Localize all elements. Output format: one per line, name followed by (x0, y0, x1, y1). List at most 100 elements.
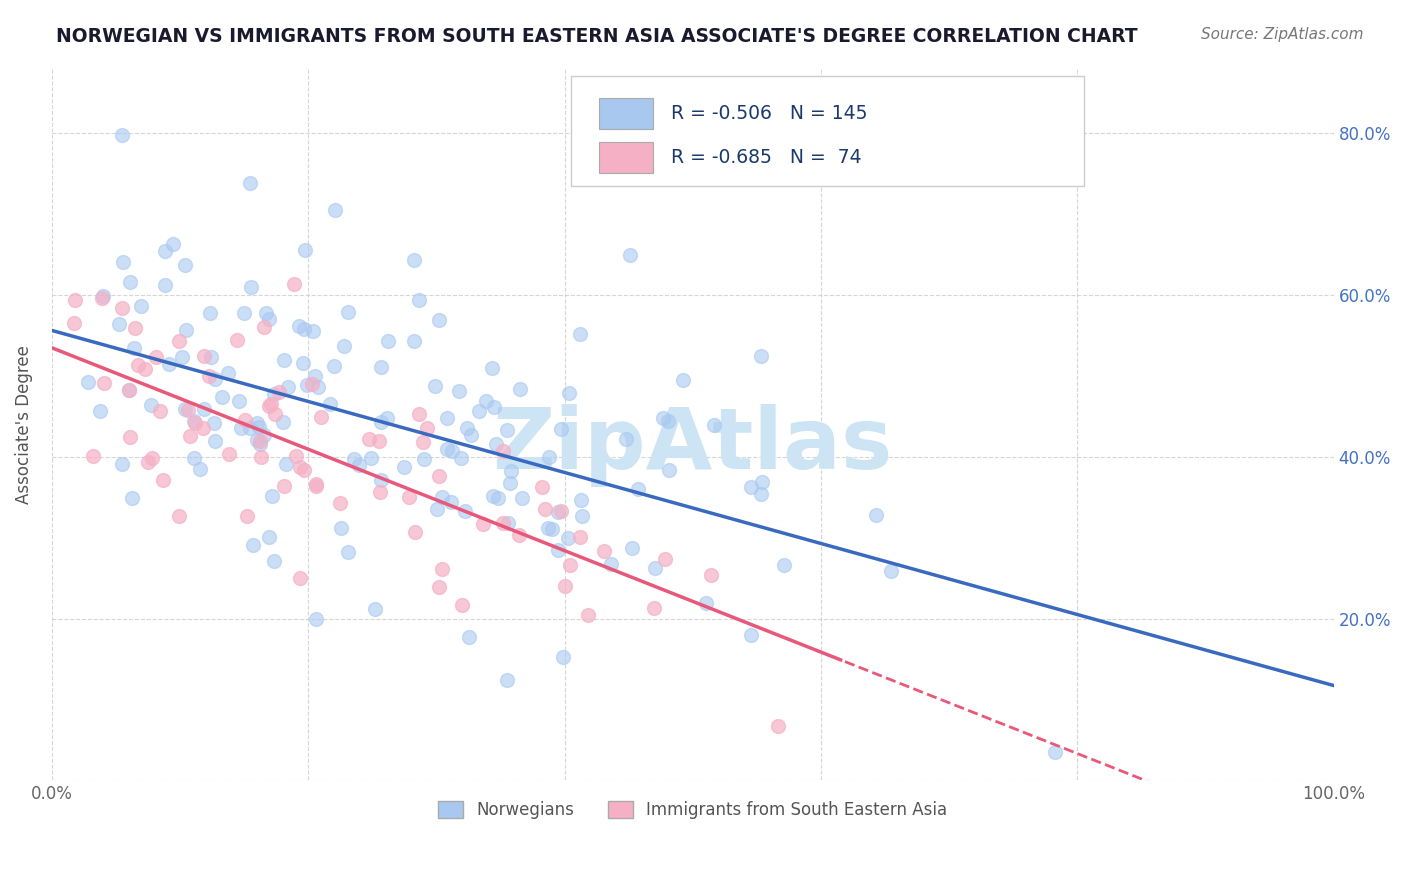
Point (260, 489, 283, 503)
Point (672, 373, 695, 387)
Point (141, 450, 163, 465)
Point (305, 612, 328, 626)
Point (191, 421, 214, 435)
Point (118, 383, 141, 397)
Point (118, 383, 141, 397)
Point (492, 516, 515, 530)
Point (283, 277, 305, 292)
Point (450, 450, 472, 465)
Point (402, 252, 425, 267)
Point (416, 421, 439, 435)
Point (287, 318, 309, 333)
Point (364, 602, 387, 616)
Point (225, 333, 247, 347)
Point (357, 432, 380, 446)
Point (319, 397, 342, 411)
Point (550, 504, 572, 518)
Point (91, 292, 114, 306)
Y-axis label: Associate's Degree: Associate's Degree (15, 345, 32, 504)
Point (436, 442, 458, 456)
Point (62, 316, 84, 330)
Point (111, 128, 134, 143)
Point (250, 450, 273, 464)
Point (129, 299, 152, 313)
Point (408, 293, 430, 307)
Point (254, 305, 277, 319)
Point (485, 437, 508, 451)
Point (239, 280, 262, 294)
Point (149, 403, 172, 417)
Point (305, 479, 328, 493)
Point (239, 177, 262, 191)
Point (157, 357, 180, 371)
Point (288, 571, 311, 585)
Point (136, 454, 159, 468)
Point (263, 386, 285, 401)
Point (162, 236, 184, 251)
Point (167, 334, 190, 348)
Point (238, 421, 260, 435)
Point (439, 495, 461, 509)
FancyBboxPatch shape (571, 76, 1084, 186)
Point (370, 474, 392, 488)
Point (571, 509, 593, 524)
Point (368, 484, 391, 499)
Point (176, 323, 198, 337)
Legend: Norwegians, Immigrants from South Eastern Asia: Norwegians, Immigrants from South Easter… (432, 794, 953, 825)
Point (111, 457, 134, 471)
Point (257, 399, 280, 413)
Point (274, 457, 297, 471)
Point (508, 528, 530, 542)
Point (557, 531, 579, 545)
Point (247, 419, 270, 434)
Point (404, 524, 426, 539)
Point (449, 384, 471, 398)
Point (188, 462, 211, 476)
Point (229, 421, 252, 435)
Point (430, 562, 453, 576)
Point (495, 673, 517, 687)
Point (253, 427, 276, 442)
Point (394, 460, 416, 475)
Point (498, 516, 520, 530)
Point (427, 313, 450, 327)
Point (204, 434, 226, 448)
Point (202, 416, 225, 430)
Point (429, 580, 451, 594)
Point (155, 278, 177, 293)
Point (193, 349, 215, 363)
Point (534, 501, 557, 516)
Point (124, 321, 146, 335)
Text: NORWEGIAN VS IMMIGRANTS FROM SOUTH EASTERN ASIA ASSOCIATE'S DEGREE CORRELATION C: NORWEGIAN VS IMMIGRANTS FROM SOUTH EASTE… (56, 27, 1137, 45)
Point (183, 451, 205, 466)
Point (93, 376, 115, 391)
Point (122, 341, 145, 355)
Point (865, 508, 887, 522)
Point (537, 521, 560, 535)
Point (91, 288, 114, 302)
Point (329, 520, 352, 534)
Point (600, 557, 623, 571)
Point (184, 416, 207, 430)
Point (263, 407, 285, 421)
Point (337, 544, 360, 558)
Point (329, 496, 352, 510)
Point (267, 384, 290, 399)
Point (458, 630, 481, 644)
Point (880, 564, 903, 578)
Point (211, 391, 233, 405)
Point (63, 293, 86, 307)
Point (427, 469, 450, 483)
Point (375, 411, 398, 425)
Point (700, 567, 723, 582)
Point (456, 421, 478, 435)
Point (127, 358, 149, 372)
Point (259, 530, 281, 544)
Point (644, 561, 666, 575)
Point (620, 541, 643, 555)
Point (108, 317, 131, 331)
Point (309, 409, 332, 424)
Point (183, 414, 205, 428)
Point (496, 423, 519, 437)
Point (658, 463, 681, 477)
